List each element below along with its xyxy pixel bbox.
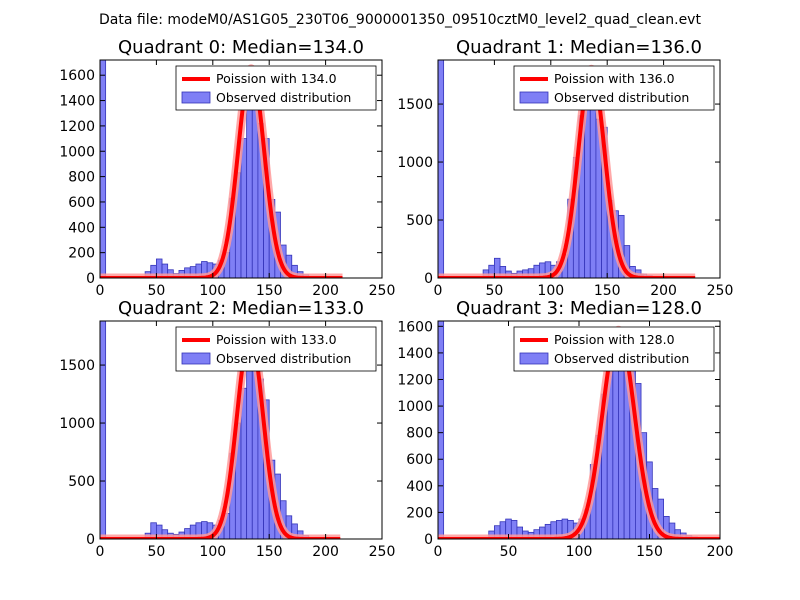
x-tick-label: 200 [312,283,339,299]
y-tick-label: 1600 [397,319,433,335]
y-tick-label: 1000 [397,155,433,171]
y-tick-label: 800 [406,426,433,442]
y-tick-label: 1200 [397,372,433,388]
y-tick-label: 1000 [397,399,433,415]
legend-bar-swatch [181,91,211,104]
legend: Poission with 128.0 Observed distribution [513,326,715,372]
histogram-bar [438,321,445,539]
legend-bar-label: Observed distribution [216,351,351,366]
x-tick-label: 200 [707,544,734,560]
axes-frame [437,59,721,279]
y-tick-label: 1600 [59,68,95,84]
legend-curve-label: Poission with 134.0 [216,71,337,86]
x-tick-label: 150 [636,544,663,560]
legend-bar-label: Observed distribution [554,90,689,105]
y-tick-label: 600 [406,452,433,468]
y-axis-ticks: 0 200 400 600 800 1000 1200 1400 1600 [59,68,382,287]
y-tick-label: 600 [68,195,95,211]
x-tick-label: 250 [369,544,396,560]
y-tick-label: 1400 [59,94,95,110]
x-tick-label: 50 [500,544,518,560]
x-tick-label: 100 [199,544,226,560]
x-tick-label: 150 [594,283,621,299]
y-tick-label: 800 [68,170,95,186]
legend: Poission with 133.0 Observed distribution [175,326,377,372]
plot-area [438,321,720,539]
subplot-title: Quadrant 2: Median=133.0 [118,298,364,319]
x-tick-label: 50 [147,544,165,560]
x-tick-label: 50 [147,283,165,299]
x-axis-ticks: 0 50 100 150 200 250 [434,60,734,299]
y-axis-ticks: 0 500 1000 1500 [397,97,720,287]
x-tick-label: 50 [485,283,503,299]
axes-frame [99,59,383,279]
y-tick-label: 500 [406,213,433,229]
subplot-2: 0 50 100 150 200 250 0 500 1000 1500 Quadrant 2: M… [59,298,395,560]
x-tick-label: 150 [256,283,283,299]
legend: Poission with 136.0 Observed distribution [513,65,715,111]
y-tick-label: 1500 [59,358,95,374]
y-tick-label: 1400 [397,346,433,362]
x-tick-label: 0 [434,283,443,299]
axes-frame [99,320,383,540]
y-tick-label: 0 [86,532,95,548]
legend: Poission with 134.0 Observed distribution [175,65,377,111]
plot-area [438,60,699,278]
y-tick-label: 1000 [59,144,95,160]
x-tick-label: 100 [537,283,564,299]
x-axis-ticks: 0 50 100 150 200 250 [96,321,396,560]
legend-bar-swatch [181,352,211,365]
x-tick-label: 0 [96,544,105,560]
legend-curve-label: Poission with 128.0 [554,332,675,347]
x-tick-label: 150 [256,544,283,560]
y-tick-label: 200 [68,246,95,262]
legend-curve-label: Poission with 133.0 [216,332,337,347]
legend-curve-label: Poission with 136.0 [554,71,675,86]
x-tick-label: 0 [96,283,105,299]
x-tick-label: 200 [312,544,339,560]
y-tick-label: 0 [424,532,433,548]
poisson-curve [438,328,720,539]
poisson-curve [438,67,697,278]
figure-suptitle: Data file: modeM0/AS1G05_230T06_90000013… [99,12,701,28]
legend-bar-swatch [519,352,549,365]
x-tick-label: 250 [369,283,396,299]
subplot-title: Quadrant 1: Median=136.0 [456,37,702,58]
y-axis-ticks: 0 200 400 600 800 1000 1200 1400 1600 [397,319,720,548]
x-tick-label: 250 [707,283,734,299]
histogram-bar [438,60,445,278]
y-tick-label: 400 [68,220,95,236]
x-tick-label: 0 [434,544,443,560]
x-axis-ticks: 0 50 100 150 200 [434,321,734,560]
subplot-0: 0 50 100 150 200 250 0 200 400 600 800 1000 1200 1400… [59,37,395,299]
legend-bar-swatch [519,91,549,104]
x-axis-ticks: 0 50 100 150 200 250 [96,60,396,299]
y-tick-label: 1200 [59,119,95,135]
histogram-bar [240,138,248,278]
x-tick-label: 200 [650,283,677,299]
subplot-title: Quadrant 3: Median=128.0 [456,298,702,319]
subplot-title: Quadrant 0: Median=134.0 [118,37,364,58]
legend-bar-label: Observed distribution [216,90,351,105]
subplot-1: 0 50 100 150 200 250 0 500 1000 1500 Quadrant 1: M… [397,37,733,299]
x-tick-label: 100 [199,283,226,299]
y-axis-ticks: 0 500 1000 1500 [59,358,382,548]
y-tick-label: 0 [86,271,95,287]
y-tick-label: 0 [424,271,433,287]
subplot-3: 0 50 100 150 200 0 200 400 600 800 1000 1200 1400 160… [397,298,733,560]
y-tick-label: 1000 [59,416,95,432]
histogram-bar [100,321,107,539]
histogram-bar [612,341,619,539]
y-tick-label: 400 [406,479,433,495]
y-tick-label: 200 [406,505,433,521]
histogram-bar [246,347,253,539]
y-tick-label: 1500 [397,97,433,113]
legend-bar-label: Observed distribution [554,351,689,366]
y-tick-label: 500 [68,474,95,490]
histogram-bar [100,60,107,278]
x-tick-label: 100 [566,544,593,560]
